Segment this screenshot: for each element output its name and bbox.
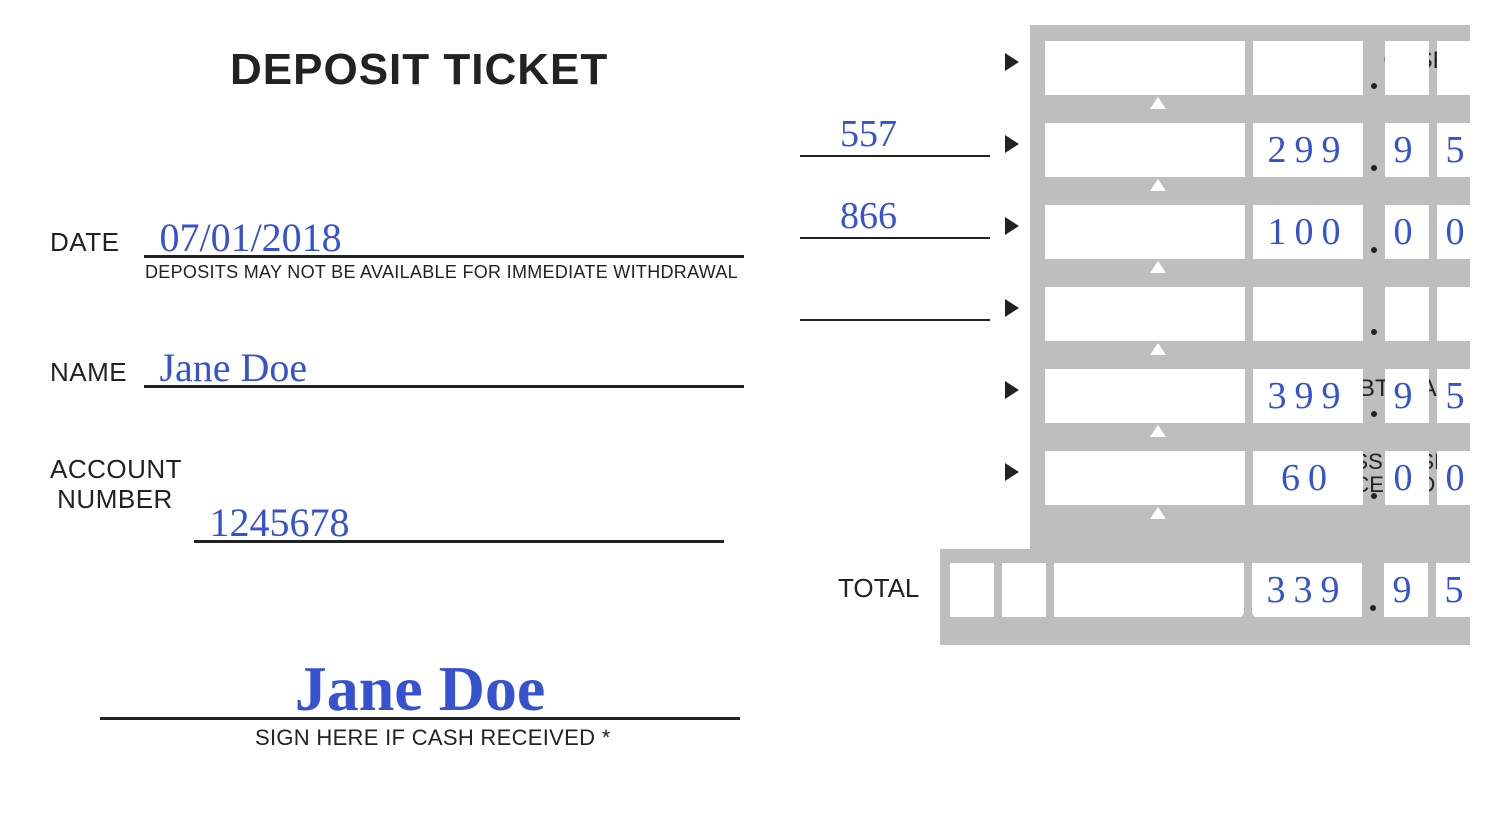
- cash-amount[interactable]: [1045, 41, 1481, 95]
- check1-ref: 557: [800, 113, 897, 155]
- date-value: 07/01/2018: [144, 215, 341, 260]
- check2-int: 100: [1268, 210, 1349, 254]
- check2-d2: 0: [1446, 210, 1473, 254]
- name-row: NAME Jane Doe: [50, 340, 770, 388]
- decimal-dot: [1371, 411, 1377, 417]
- account-label: ACCOUNT NUMBER: [50, 455, 180, 515]
- chevron-up-icon: [1150, 261, 1166, 273]
- signature-row: Jane Doe: [100, 640, 740, 720]
- check2-ref-field[interactable]: 866: [800, 197, 990, 239]
- check1-ref-field[interactable]: 557: [800, 115, 990, 157]
- check2-d1: 0: [1394, 210, 1421, 254]
- decimal-dot: [1371, 329, 1377, 335]
- check1-amount[interactable]: 299 9 5: [1045, 123, 1481, 177]
- less-d2: 0: [1446, 456, 1473, 500]
- signature-field[interactable]: Jane Doe: [100, 640, 740, 720]
- decimal-dot: [1371, 83, 1377, 89]
- check2-ref: 866: [800, 195, 897, 237]
- total-label: TOTAL: [838, 573, 919, 604]
- account-label-1: ACCOUNT: [50, 454, 182, 484]
- chevron-up-icon: [1150, 425, 1166, 437]
- subtotal-d1: 9: [1394, 374, 1421, 418]
- total-amount[interactable]: 339 9 5: [950, 563, 1480, 617]
- signature-fineprint: SIGN HERE IF CASH RECEIVED *: [255, 725, 611, 751]
- decimal-dot: [1371, 165, 1377, 171]
- date-field[interactable]: 07/01/2018: [144, 210, 744, 258]
- chevron-up-icon: [1150, 507, 1166, 519]
- chevron-up-icon: [1150, 97, 1166, 109]
- check1-d2: 5: [1446, 128, 1473, 172]
- name-label: NAME: [50, 357, 130, 388]
- account-value: 1245678: [194, 500, 349, 545]
- subtotal-amount[interactable]: 399 9 5: [1045, 369, 1481, 423]
- total-extra1: [950, 563, 994, 617]
- decimal-dot: [1371, 247, 1377, 253]
- total-d2: 5: [1445, 568, 1472, 612]
- arrow-icon: [1005, 299, 1019, 317]
- title: DEPOSIT TICKET: [230, 45, 608, 95]
- subtotal-int: 399: [1268, 374, 1349, 418]
- chevron-up-icon: [1150, 179, 1166, 191]
- subtotal-d2: 5: [1446, 374, 1473, 418]
- arrow-icon: [1005, 135, 1019, 153]
- decimal-dot: [1371, 493, 1377, 499]
- check1-int: 299: [1268, 128, 1349, 172]
- less-int: 60: [1281, 456, 1335, 500]
- deposit-ticket: DEPOSIT TICKET DATE 07/01/2018 DEPOSITS …: [0, 0, 1500, 825]
- total-d1: 9: [1393, 568, 1420, 612]
- date-label: DATE: [50, 227, 130, 258]
- account-row: ACCOUNT NUMBER 1245678: [50, 455, 770, 515]
- date-fineprint: DEPOSITS MAY NOT BE AVAILABLE FOR IMMEDI…: [145, 262, 738, 283]
- check3-amount[interactable]: [1045, 287, 1481, 341]
- name-value: Jane Doe: [144, 345, 307, 390]
- less-cash-amount[interactable]: 60 0 0: [1045, 451, 1481, 505]
- less-d1: 0: [1394, 456, 1421, 500]
- signature-value: Jane Doe: [295, 653, 546, 724]
- arrow-icon: [1005, 463, 1019, 481]
- name-field[interactable]: Jane Doe: [144, 340, 744, 388]
- total-extra2: [1002, 563, 1046, 617]
- account-label-2: NUMBER: [57, 484, 173, 514]
- total-int: 339: [1267, 568, 1348, 612]
- account-field[interactable]: 1245678: [194, 495, 724, 543]
- check3-ref-field[interactable]: [800, 279, 990, 321]
- check1-d1: 9: [1394, 128, 1421, 172]
- arrow-icon: [1005, 217, 1019, 235]
- check3-ref: [800, 277, 840, 319]
- decimal-dot: [1370, 605, 1376, 611]
- check2-amount[interactable]: 100 0 0: [1045, 205, 1481, 259]
- arrow-icon: [1005, 53, 1019, 71]
- chevron-up-icon: [1150, 343, 1166, 355]
- date-row: DATE 07/01/2018: [50, 210, 770, 258]
- arrow-icon: [1005, 381, 1019, 399]
- chevron-up-icon: [1240, 607, 1256, 619]
